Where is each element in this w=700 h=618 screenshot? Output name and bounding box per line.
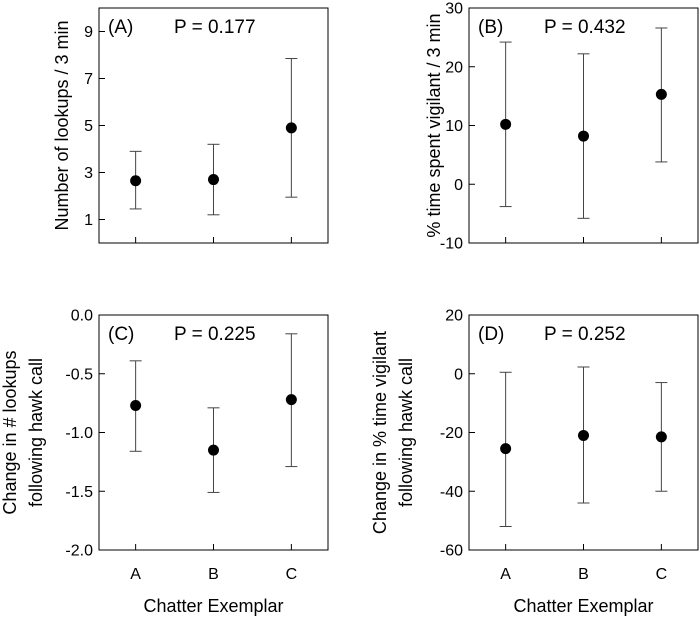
panel-d-p-value: P = 0.252: [544, 324, 626, 345]
panel-b-ytick-label: 0: [454, 177, 463, 194]
panel-a-ytick-label: 5: [84, 118, 93, 135]
panel-d-xtick-label: C: [656, 566, 668, 583]
panel-b-ytick-label: 30: [445, 1, 463, 18]
panel-b-tag: (B): [478, 17, 503, 38]
panel-b-data-point: [655, 88, 667, 100]
panel-c-tag: (C): [108, 324, 134, 345]
panel-c-ytick-label: -2.0: [65, 543, 93, 560]
panel-c-ylabel-line: Change in # lookups: [0, 350, 20, 514]
panel-a-tag: (A): [108, 17, 133, 38]
panel-c-ylabel-line: following hawk call: [26, 358, 46, 507]
panel-d-xlabel: Chatter Exemplar: [513, 596, 653, 616]
panel-c-ytick-label: -1.0: [65, 425, 93, 442]
panel-c-ytick-label: -0.5: [65, 366, 93, 383]
panel-a-ytick-label: 1: [84, 212, 93, 229]
panel-d-ytick-label: -20: [440, 425, 463, 442]
panel-c-ytick-label: 0.0: [71, 308, 93, 325]
panel-a-ytick-label: 3: [84, 165, 93, 182]
panel-a-p-value: P = 0.177: [174, 17, 256, 38]
panel-b-ytick-label: 20: [445, 59, 463, 76]
panel-c-xtick-label: A: [130, 566, 141, 583]
panel-a-ylabel: Number of lookups / 3 min: [52, 20, 72, 230]
panel-c-data-point: [208, 444, 219, 456]
panel-a-data-point: [285, 122, 297, 134]
panel-b-data-point: [578, 130, 589, 142]
panel-c-p-value: P = 0.225: [174, 324, 256, 345]
panel-d-ylabel-line: Change in % time vigilant: [370, 331, 390, 534]
panel-c-xlabel: Chatter Exemplar: [143, 596, 283, 616]
panel-d-tag: (D): [478, 324, 504, 345]
panel-d-ylabel-line: following hawk call: [396, 358, 416, 507]
panel-d-ytick-label: -40: [440, 484, 463, 501]
panel-d-ytick-label: 20: [445, 308, 463, 325]
panel-a-data-point: [130, 175, 142, 187]
panel-d-data-point: [500, 443, 512, 455]
panel-c-ytick-label: -1.5: [65, 484, 93, 501]
panel-d-ytick-label: -60: [440, 543, 463, 560]
panel-d-xtick-label: B: [578, 566, 589, 583]
panel-a-ytick-label: 9: [84, 24, 93, 41]
panel-d-data-point: [578, 429, 589, 441]
panel-b-data-point: [500, 118, 512, 130]
panel-c-xtick-label: B: [208, 566, 219, 583]
panel-a-ytick-label: 7: [84, 71, 93, 88]
panel-a-data-point: [208, 174, 219, 186]
panel-d-ytick-label: 0: [454, 366, 463, 383]
panel-c-data-point: [130, 399, 142, 411]
panel-c-xtick-label: C: [286, 566, 298, 583]
panel-b-ytick-label: -10: [440, 236, 463, 253]
panel-c-data-point: [285, 394, 297, 406]
panel-b-ylabel: % time spent vigilant / 3 min: [424, 13, 444, 237]
panel-d-xtick-label: A: [500, 566, 511, 583]
panel-d-data-point: [655, 431, 667, 443]
panel-b-p-value: P = 0.432: [544, 17, 626, 38]
panel-b-ytick-label: 10: [445, 118, 463, 135]
